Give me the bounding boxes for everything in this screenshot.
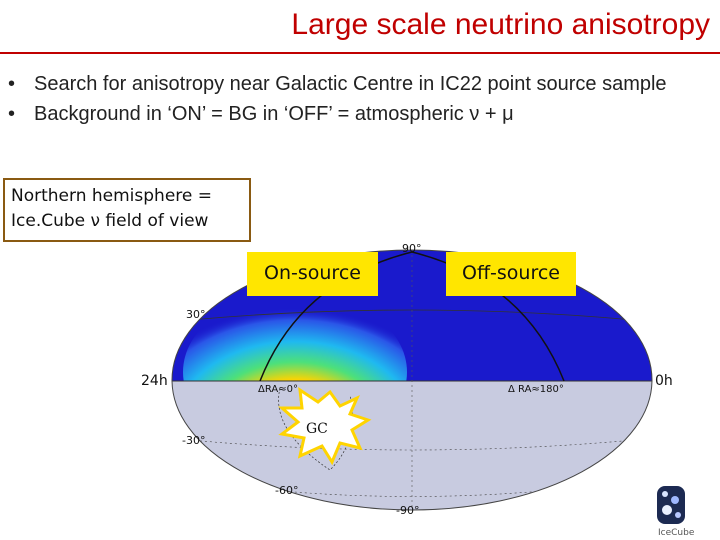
dec-label: 90° [402,242,422,255]
icecube-logo [657,486,685,524]
ra-offset-label: Δ RA≈180° [508,384,564,395]
ra-left-label: 24h [141,373,168,389]
bullet-marker: • [8,73,16,95]
callout-line: Ice.Cube ν field of view [11,211,209,231]
logo-wordmark: IceCube [658,528,695,538]
northern-hemisphere-callout: Northern hemisphere = Ice.Cube ν field o… [3,178,251,242]
dec-label: -90° [396,504,419,517]
ra-right-label: 0h [655,373,673,389]
dec-grid [249,487,575,497]
dec-label: -60° [275,484,298,497]
dec-label: 30° [186,308,206,321]
hotspot [183,292,407,381]
dec-label: -30° [182,434,205,447]
title-rule [0,52,720,54]
bullet-list: • Search for anisotropy near Galactic Ce… [8,72,713,132]
dec-grid [189,439,635,451]
bullet-item: • Background in ‘ON’ = BG in ‘OFF’ = atm… [8,102,713,126]
gc-label: GC [306,421,328,437]
callout-line: Northern hemisphere = [11,186,212,206]
slide-title: Large scale neutrino anisotropy [291,8,710,41]
sky-map-outline [171,249,653,511]
ra-offset-label: ΔRA≈0° [258,384,298,395]
on-source-label: On-source [247,252,378,296]
bullet-item: • Search for anisotropy near Galactic Ce… [8,72,713,96]
bullet-text: Background in ‘ON’ = BG in ‘OFF’ = atmos… [34,103,514,125]
bullet-marker: • [8,103,16,125]
bullet-text: Search for anisotropy near Galactic Cent… [34,73,667,95]
gc-starburst [278,386,372,466]
off-source-label: Off-source [446,252,576,296]
